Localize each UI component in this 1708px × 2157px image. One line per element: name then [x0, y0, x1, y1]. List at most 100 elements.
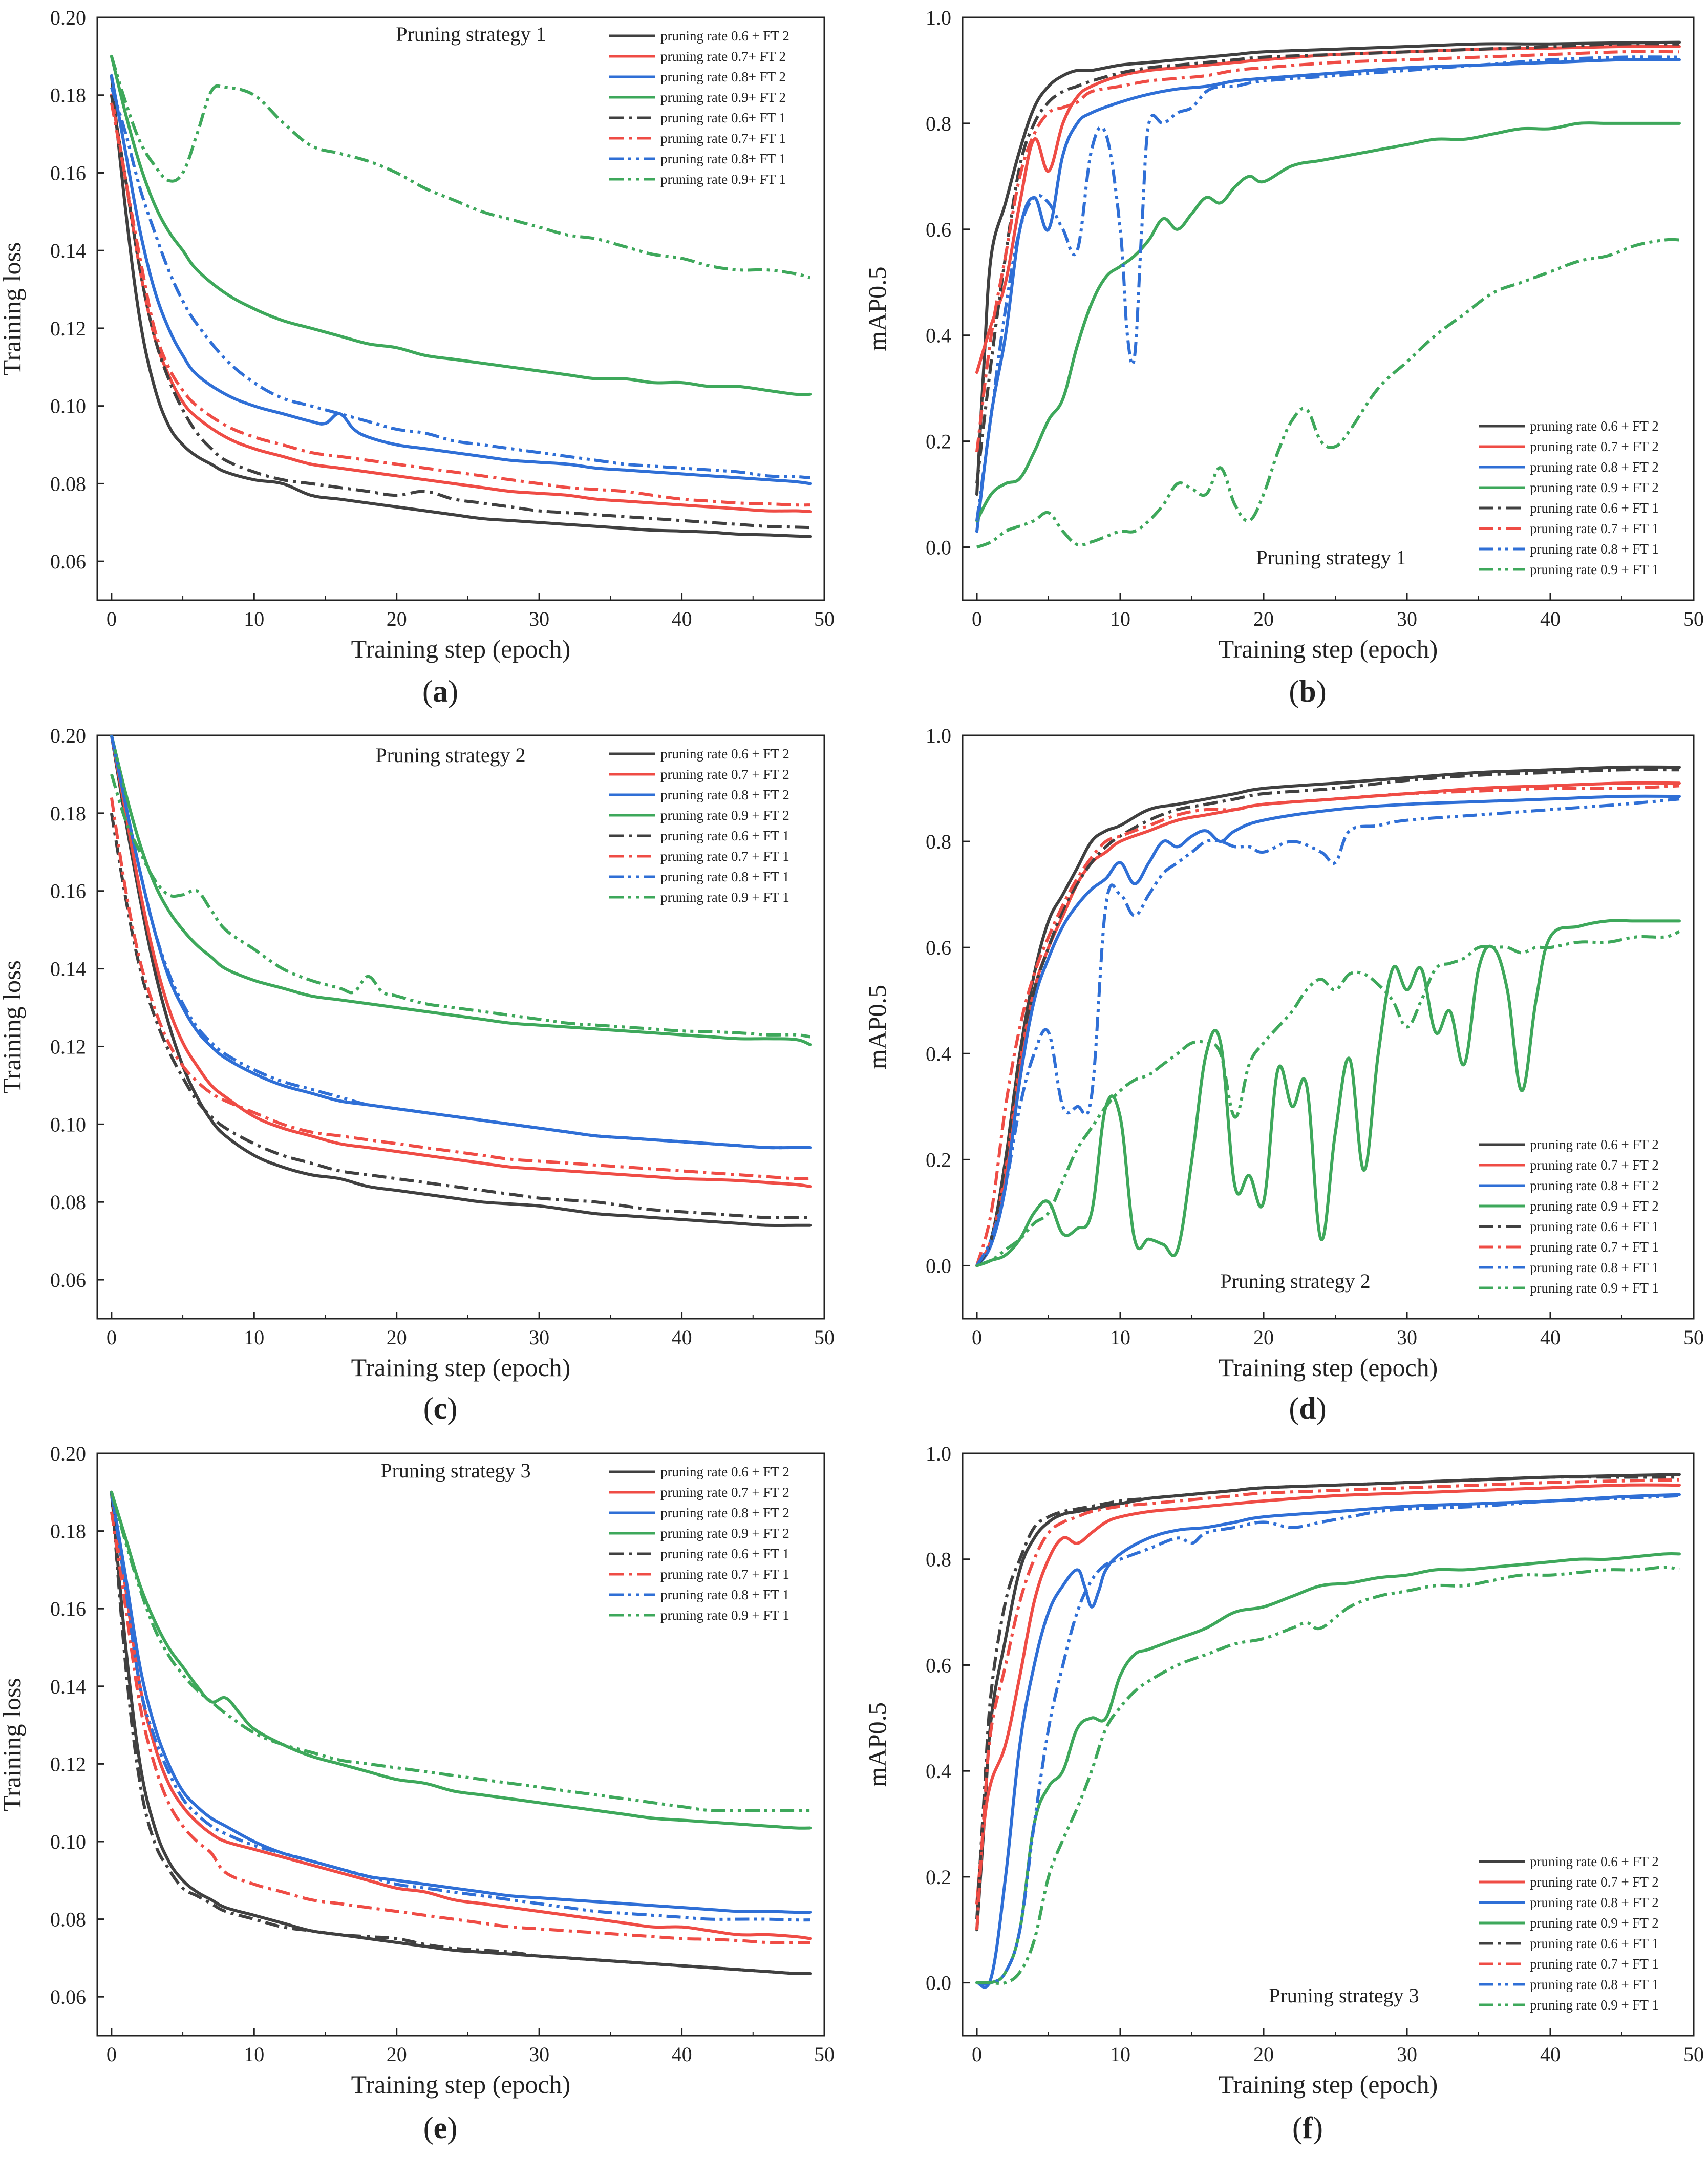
y-tick-label: 0.06: [50, 1985, 86, 2008]
x-tick-label: 30: [1397, 2043, 1417, 2066]
y-tick-label: 0.2: [926, 1148, 951, 1171]
x-tick-label: 40: [1540, 2043, 1561, 2066]
legend-label: pruning rate 0.7 + FT 2: [660, 767, 789, 782]
y-tick-label: 0.0: [926, 536, 951, 559]
panel-label-b: (b): [1289, 674, 1326, 708]
x-tick-label: 40: [672, 1326, 692, 1349]
legend-label: pruning rate 0.7 + FT 2: [1530, 1874, 1659, 1890]
y-tick-label: 0.2: [926, 430, 951, 453]
series-line-b-7: [975, 55, 1680, 521]
x-tick-label: 0: [106, 2043, 117, 2066]
chart-annotation: Pruning strategy 2: [1220, 1270, 1370, 1293]
series-line-d-7: [975, 797, 1680, 1266]
series-line-f-6: [975, 1478, 1680, 1930]
panel-label-d: (d): [1289, 1391, 1326, 1425]
series-group-b: [975, 40, 1681, 549]
x-tick-label: 0: [972, 1326, 982, 1349]
legend-label: pruning rate 0.9 + FT 1: [660, 890, 789, 905]
x-tick-label: 30: [529, 2043, 549, 2066]
legend-label: pruning rate 0.9 + FT 2: [660, 808, 789, 823]
x-tick-label: 20: [1253, 607, 1274, 630]
series-line-b-6: [975, 50, 1680, 452]
x-tick-label: 50: [1683, 1326, 1704, 1349]
legend-label: pruning rate 0.6 + FT 1: [1530, 1936, 1659, 1951]
series-group-f: [975, 1473, 1681, 1989]
y-tick-label: 0.06: [50, 1268, 86, 1292]
legend-label: pruning rate 0.7 + FT 1: [1530, 1239, 1659, 1255]
series-line-d-3: [975, 794, 1681, 1267]
y-tick-label: 1.0: [926, 6, 951, 29]
series-group-c: [110, 735, 812, 1228]
legend-label: pruning rate 0.8 + FT 2: [660, 1505, 789, 1520]
series-line-a-7: [110, 87, 810, 479]
x-tick-label: 30: [529, 607, 549, 630]
legend-label: pruning rate 0.9 + FT 1: [1530, 562, 1659, 577]
x-tick-label: 20: [1253, 2043, 1274, 2066]
x-tick-label: 10: [244, 2043, 264, 2066]
chart-annotation: Pruning strategy 1: [1256, 546, 1406, 569]
plot-frame-f: [962, 1452, 1695, 2037]
y-tick-label: 0.14: [50, 958, 86, 981]
y-tick-label: 0.10: [50, 1830, 86, 1853]
legend-label: pruning rate 0.7 + FT 1: [1530, 521, 1659, 536]
plot-frame-b: [962, 16, 1695, 601]
series-line-d-4: [975, 919, 1681, 1267]
legend-label: pruning rate 0.9 + FT 2: [1530, 480, 1659, 495]
panel-label-c: (c): [423, 1391, 458, 1425]
plot-frame-a: [96, 16, 825, 601]
y-axis-title: mAP0.5: [863, 266, 891, 351]
y-tick-label: 0.12: [50, 1752, 86, 1775]
y-tick-label: 0.2: [926, 1866, 951, 1889]
series-line-c-4: [110, 735, 812, 1046]
legend-label: pruning rate 0.6+ FT 1: [660, 110, 786, 125]
series-line-a-6: [110, 102, 810, 507]
x-tick-label: 50: [1683, 607, 1704, 630]
x-tick-label: 10: [1110, 1326, 1130, 1349]
series-line-f-8: [977, 1566, 1680, 1985]
legend-label: pruning rate 0.8 + FT 1: [1530, 541, 1659, 557]
legend-label: pruning rate 0.7 + FT 1: [1530, 1956, 1659, 1972]
x-tick-label: 50: [1683, 2043, 1704, 2066]
series-line-f-4: [975, 1552, 1681, 1985]
legend-b: pruning rate 0.6 + FT 2 pruning rate 0.7 …: [1479, 418, 1659, 577]
x-axis-title: Training step (epoch): [351, 1353, 571, 1382]
legend-label: pruning rate 0.7+ FT 1: [660, 131, 786, 146]
legend-c: pruning rate 0.6 + FT 2 pruning rate 0.7 …: [609, 746, 789, 905]
y-tick-label: 0.0: [926, 1254, 951, 1277]
series-line-c-7: [110, 735, 810, 1150]
legend-label: pruning rate 0.9 + FT 2: [660, 1526, 789, 1541]
y-axis-title: Training loss: [0, 960, 26, 1094]
plot-frame-c: [96, 734, 825, 1320]
y-tick-label: 0.18: [50, 84, 86, 107]
y-tick-label: 0.20: [50, 1442, 86, 1465]
legend-e: pruning rate 0.6 + FT 2 pruning rate 0.7 …: [609, 1464, 789, 1623]
legend-label: pruning rate 0.9+ FT 2: [660, 90, 786, 105]
x-axis-title: Training step (epoch): [351, 2070, 571, 2099]
series-line-a-5: [110, 95, 810, 530]
legend-label: pruning rate 0.8 + FT 2: [660, 787, 789, 802]
legend-f: pruning rate 0.6 + FT 2 pruning rate 0.7 …: [1479, 1854, 1659, 2013]
series-line-e-3: [110, 1490, 812, 1914]
legend-label: pruning rate 0.6 + FT 2: [1530, 1854, 1659, 1869]
series-line-b-8: [976, 238, 1680, 549]
y-axis-title: Training loss: [0, 242, 26, 376]
legend-label: pruning rate 0.8 + FT 1: [660, 1587, 789, 1602]
y-tick-label: 0.12: [50, 317, 86, 340]
x-tick-label: 20: [1253, 1326, 1274, 1349]
y-tick-label: 0.08: [50, 1191, 86, 1214]
x-tick-label: 20: [387, 607, 407, 630]
legend-a: pruning rate 0.6 + FT 2 pruning rate 0.7+…: [609, 28, 789, 187]
y-tick-label: 0.4: [926, 1042, 951, 1065]
y-tick-label: 0.06: [50, 550, 86, 573]
x-tick-label: 10: [244, 607, 264, 630]
series-line-c-8: [110, 774, 810, 1039]
x-tick-label: 50: [814, 2043, 835, 2066]
series-line-d-2: [975, 781, 1681, 1267]
x-tick-label: 50: [814, 1326, 835, 1349]
y-tick-label: 0.0: [926, 1972, 951, 1995]
y-axis-title: Training loss: [0, 1678, 26, 1811]
x-tick-label: 30: [529, 1326, 549, 1349]
legend-label: pruning rate 0.7 + FT 2: [660, 1485, 789, 1500]
series-line-e-4: [110, 1490, 812, 1830]
legend-label: pruning rate 0.7 + FT 1: [660, 1567, 789, 1582]
